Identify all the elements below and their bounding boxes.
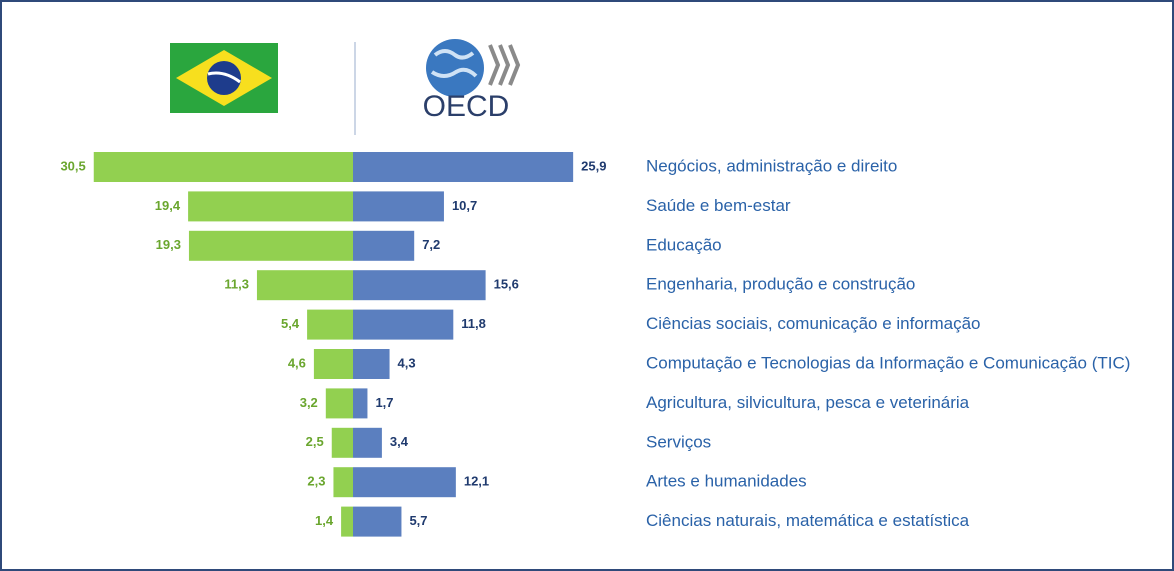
value-label: 4,6 bbox=[288, 355, 306, 370]
bar bbox=[188, 230, 353, 261]
value-label: 10,7 bbox=[452, 198, 477, 213]
value-label: 2,3 bbox=[307, 474, 325, 489]
bar bbox=[353, 427, 382, 458]
bar bbox=[188, 191, 353, 222]
value-label: 15,6 bbox=[494, 277, 519, 292]
category-label: Ciências naturais, matemática e estatíst… bbox=[646, 511, 970, 530]
value-label: 30,5 bbox=[60, 158, 85, 173]
bar bbox=[331, 427, 353, 458]
bar bbox=[353, 388, 368, 419]
value-label: 19,3 bbox=[156, 237, 181, 252]
bar bbox=[256, 270, 353, 301]
bar bbox=[353, 191, 444, 222]
bar bbox=[353, 230, 415, 261]
oecd-logo: OECD bbox=[423, 39, 521, 123]
category-label: Computação e Tecnologias da Informação e… bbox=[646, 353, 1130, 372]
value-label: 3,4 bbox=[390, 434, 409, 449]
value-label: 2,5 bbox=[306, 434, 324, 449]
bar bbox=[93, 152, 353, 182]
bar bbox=[353, 309, 454, 340]
category-label: Educação bbox=[646, 235, 722, 254]
bar bbox=[313, 349, 353, 379]
value-label: 7,2 bbox=[422, 237, 440, 252]
bar bbox=[353, 506, 402, 537]
value-label: 5,7 bbox=[409, 513, 427, 528]
category-label: Negócios, administração e direito bbox=[646, 156, 897, 175]
logo-text: OECD bbox=[423, 90, 510, 123]
bar bbox=[307, 309, 353, 340]
bar bbox=[341, 506, 353, 537]
bar bbox=[353, 152, 574, 182]
bar bbox=[353, 349, 390, 379]
value-label: 5,4 bbox=[281, 316, 300, 331]
value-label: 1,7 bbox=[375, 395, 393, 410]
category-label: Saúde e bem-estar bbox=[646, 196, 791, 215]
bar bbox=[325, 388, 353, 419]
value-label: 11,3 bbox=[224, 277, 249, 292]
bar bbox=[353, 467, 456, 498]
bar bbox=[333, 467, 353, 498]
bar bbox=[353, 270, 486, 301]
category-label: Artes e humanidades bbox=[646, 472, 807, 491]
category-label: Ciências sociais, comunicação e informaç… bbox=[646, 314, 981, 333]
category-label: Agricultura, silvicultura, pesca e veter… bbox=[646, 393, 970, 412]
value-label: 25,9 bbox=[581, 158, 606, 173]
value-label: 12,1 bbox=[464, 474, 489, 489]
category-label: Engenharia, produção e construção bbox=[646, 275, 915, 294]
value-label: 1,4 bbox=[315, 513, 334, 528]
brazil-flag bbox=[170, 43, 278, 113]
value-label: 4,3 bbox=[398, 355, 416, 370]
category-label: Serviços bbox=[646, 432, 711, 451]
value-label: 3,2 bbox=[300, 395, 318, 410]
value-label: 19,4 bbox=[155, 198, 181, 213]
value-label: 11,8 bbox=[461, 316, 486, 331]
